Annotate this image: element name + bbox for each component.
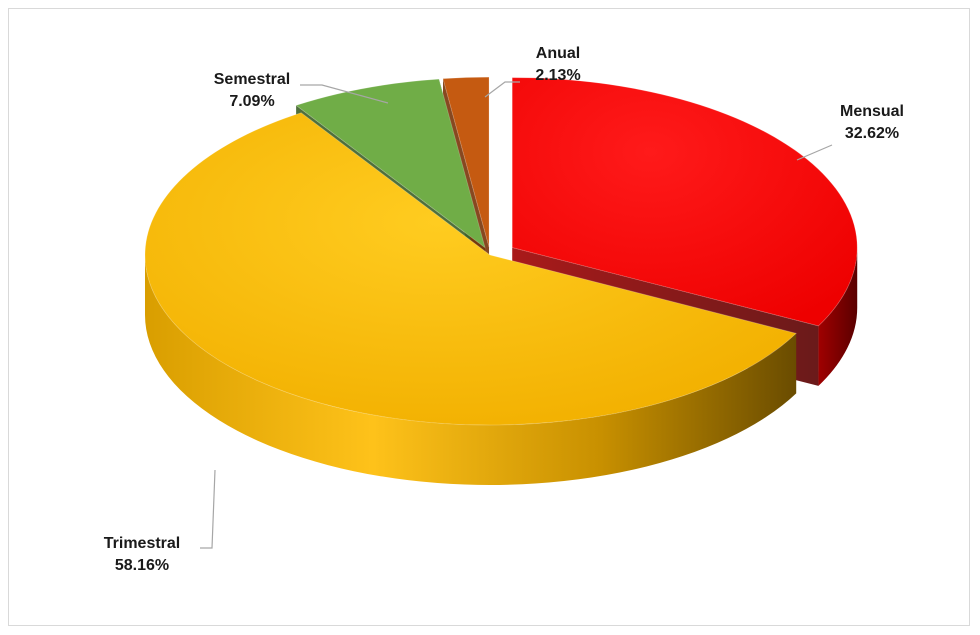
pie-slice-side-mensual bbox=[818, 247, 858, 386]
slice-value-label-anual: 2.13% bbox=[535, 67, 580, 84]
leader-line-mensual bbox=[796, 144, 833, 161]
slice-value-label-mensual: 32.62% bbox=[845, 125, 899, 142]
slice-name-label-mensual: Mensual bbox=[840, 103, 904, 120]
pie-slice-side-trimestral bbox=[145, 255, 797, 486]
slice-value-label-semestral: 7.09% bbox=[229, 93, 274, 110]
slice-name-label-semestral: Semestral bbox=[214, 71, 291, 88]
slice-name-label-anual: Anual bbox=[536, 45, 580, 62]
pie-slice-mensual bbox=[511, 77, 858, 327]
slice-name-label-trimestral: Trimestral bbox=[104, 535, 180, 552]
pie-slice-semestral bbox=[295, 78, 486, 249]
pie-slice-trimestral bbox=[144, 112, 798, 426]
slice-value-label-trimestral: 58.16% bbox=[115, 557, 169, 574]
leader-line-anual bbox=[484, 81, 520, 98]
leader-line-semestral bbox=[300, 84, 389, 104]
leader-line-trimestral bbox=[200, 469, 216, 549]
pie-slice-anual bbox=[442, 76, 490, 248]
